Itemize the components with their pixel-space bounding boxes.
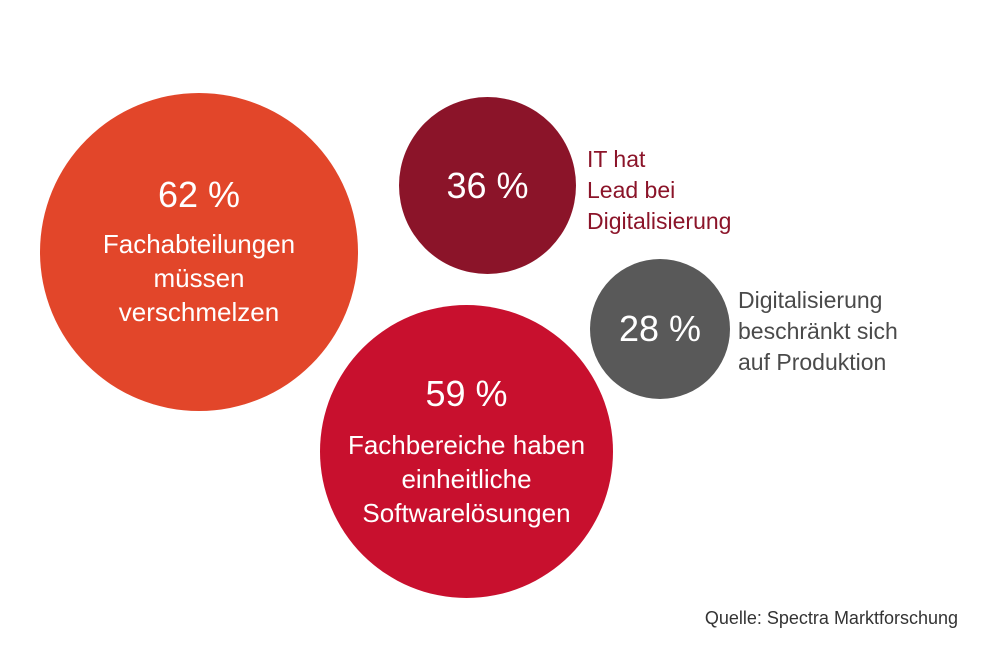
bubble-fachabteilungen: 62 % Fachabteilungen müssen verschmelzen xyxy=(40,93,358,411)
bubble-category-label: Fachabteilungen müssen verschmelzen xyxy=(102,229,296,327)
source-note: Quelle: Spectra Marktforschung xyxy=(704,608,958,628)
bubble-value-label: 36 % xyxy=(446,164,529,206)
bubble-value-label: 62 % xyxy=(157,174,241,215)
bubble-category-label: Digitalisierung beschränkt sich auf Prod… xyxy=(738,287,898,375)
bubble-value-label: 28 % xyxy=(618,308,702,349)
bubble-category-label: Fachbereiche haben einheitliche Software… xyxy=(347,429,586,528)
bubble-category-label: IT hat Lead bei Digitalisierung xyxy=(587,146,732,234)
bubble-it-lead: 36 % xyxy=(399,97,576,274)
bubble-fachbereiche: 59 % Fachbereiche haben einheitliche Sof… xyxy=(320,305,613,598)
bubble-value-label: 59 % xyxy=(425,372,508,414)
bubble-produktion: 28 % xyxy=(590,259,730,399)
